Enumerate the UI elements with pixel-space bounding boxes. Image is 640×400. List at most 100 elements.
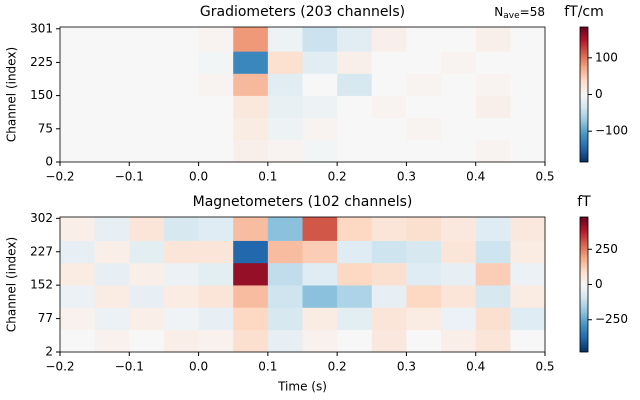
heatmap-cell <box>94 139 130 163</box>
heatmap-cell <box>198 51 234 74</box>
heatmap-cell <box>371 27 407 52</box>
heatmap-cell <box>233 217 269 241</box>
heatmap-cell <box>302 307 338 331</box>
colorbar-tick-label: 0 <box>595 87 603 101</box>
heatmap-cell <box>60 307 95 331</box>
heatmap-cell <box>60 51 95 74</box>
heatmap-cell <box>233 240 269 264</box>
heatmap-cell <box>337 240 373 264</box>
heatmap-cell <box>510 329 546 353</box>
colorbar-label: fT/cm <box>564 4 604 20</box>
heatmap-cell <box>510 51 546 74</box>
heatmap-cell <box>94 262 130 286</box>
heatmap-cell <box>60 117 95 141</box>
colorbar <box>579 26 589 163</box>
heatmap-cell <box>337 27 373 52</box>
heatmap-cell <box>441 240 477 264</box>
heatmap-cell <box>337 329 373 353</box>
y-tick-label: 2 <box>45 345 53 359</box>
heatmap-cell <box>441 117 477 141</box>
colorbar-tick-label: −100 <box>595 124 628 138</box>
heatmap-cell <box>198 240 234 264</box>
heatmap-cell <box>129 27 165 52</box>
y-tick-label: 0 <box>45 155 53 169</box>
y-tick-label: 225 <box>30 55 53 69</box>
heatmap-cell <box>510 240 546 264</box>
heatmap-cell <box>129 73 165 96</box>
chart-title: Gradiometers (203 channels) <box>200 4 405 20</box>
heatmap-cell <box>475 73 511 96</box>
heatmap-cell <box>441 285 477 308</box>
heatmap-cell <box>267 73 303 96</box>
heatmap-cell <box>267 285 303 308</box>
heatmap-cell <box>94 329 130 353</box>
heatmap-cell <box>371 139 407 163</box>
heatmap-cell <box>371 51 407 74</box>
heatmap-cell <box>510 95 546 119</box>
heatmap-cell <box>371 307 407 331</box>
x-tick-label: 0.3 <box>397 360 416 374</box>
heatmap-cell <box>267 95 303 119</box>
heatmap-cell <box>510 307 546 331</box>
heatmap-cell <box>406 329 442 353</box>
heatmap-cell <box>371 285 407 308</box>
heatmap-cell <box>406 73 442 96</box>
heatmap-cell <box>233 51 269 74</box>
heatmap-cell <box>441 27 477 52</box>
heatmap-cell <box>129 95 165 119</box>
y-tick-label: 227 <box>30 244 53 258</box>
x-tick-label: 0.2 <box>328 170 347 184</box>
heatmap-cell <box>129 51 165 74</box>
heatmap-cell <box>198 73 234 96</box>
x-tick-label: −0.1 <box>115 170 144 184</box>
heatmap-cell <box>198 285 234 308</box>
heatmap-cell <box>441 95 477 119</box>
heatmap-cell <box>337 307 373 331</box>
heatmap-cell <box>441 73 477 96</box>
heatmap-cell <box>441 139 477 163</box>
heatmap-cell <box>371 95 407 119</box>
heatmap-cell <box>302 73 338 96</box>
heatmap-cell <box>198 27 234 52</box>
heatmap-cell <box>441 307 477 331</box>
x-tick-label: 0.0 <box>189 360 208 374</box>
heatmap-cell <box>60 139 95 163</box>
heatmap-cell <box>129 262 165 286</box>
heatmap-cell <box>94 240 130 264</box>
x-tick-label: 0.5 <box>535 360 554 374</box>
x-tick-label: 0.5 <box>535 170 554 184</box>
heatmap-cell <box>163 329 199 353</box>
heatmap-cell <box>163 262 199 286</box>
nave-subscript: ave <box>503 11 520 21</box>
heatmap-cell <box>406 117 442 141</box>
heatmap-cell <box>406 95 442 119</box>
heatmap-cell <box>94 51 130 74</box>
heatmap-cell <box>510 285 546 308</box>
heatmap-cell <box>267 240 303 264</box>
heatmap-cell <box>267 217 303 241</box>
heatmap-cell <box>302 240 338 264</box>
colorbar-tick-label: −250 <box>595 312 628 326</box>
heatmap-cell <box>510 27 546 52</box>
colorbar-tick-label: 100 <box>595 50 618 64</box>
x-axis-label: Time (s) <box>277 380 327 394</box>
heatmap-cell <box>198 95 234 119</box>
heatmap-cell <box>302 262 338 286</box>
heatmap-cell <box>337 217 373 241</box>
heatmap-cell <box>441 217 477 241</box>
heatmap-cell <box>302 51 338 74</box>
heatmap-cell <box>337 95 373 119</box>
heatmap-cell <box>163 95 199 119</box>
heatmap-cell <box>406 51 442 74</box>
heatmap-cell <box>233 262 269 286</box>
heatmap-cell <box>406 139 442 163</box>
heatmap-cell <box>60 285 95 308</box>
heatmap-cell <box>198 307 234 331</box>
x-tick-label: 0.0 <box>189 170 208 184</box>
heatmap-cell <box>337 139 373 163</box>
heatmap-cell <box>337 73 373 96</box>
heatmap-cell <box>510 73 546 96</box>
heatmap-cell <box>163 217 199 241</box>
heatmap-cell <box>267 51 303 74</box>
heatmap-cell <box>406 217 442 241</box>
